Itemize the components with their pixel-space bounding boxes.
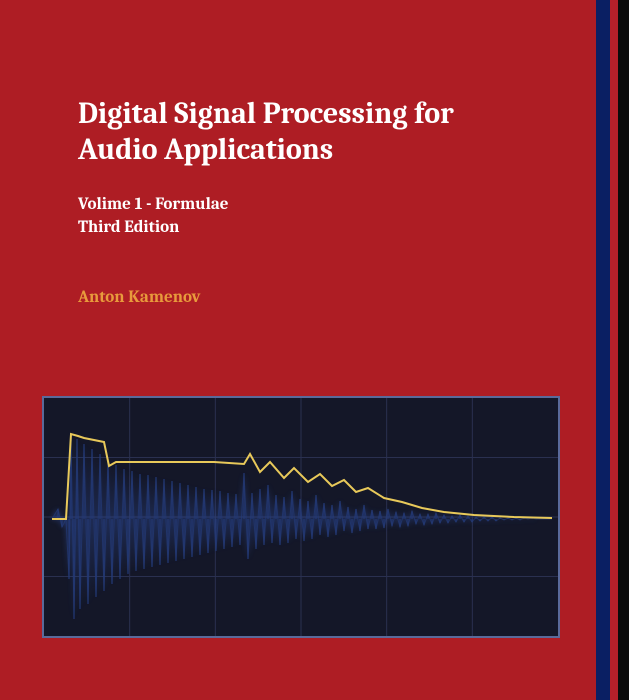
book-subtitle: Volime 1 - Formulae Third Edition [78,194,538,240]
subtitle-line-1: Volime 1 - Formulae [78,195,229,214]
spine-stripe-blue [596,0,610,700]
spine-stripe-red [610,0,618,700]
book-title: Digital Signal Processing for Audio Appl… [78,96,538,168]
title-line-2: Audio Applications [78,132,333,167]
book-cover: Digital Signal Processing for Audio Appl… [0,0,629,700]
waveform-chart-panel [42,396,560,638]
cover-text-block: Digital Signal Processing for Audio Appl… [78,96,538,307]
book-author: Anton Kamenov [78,288,538,307]
title-line-1: Digital Signal Processing for [78,96,454,131]
subtitle-line-2: Third Edition [78,218,179,237]
spine-stripe-black [618,0,629,700]
waveform-chart [44,398,558,636]
